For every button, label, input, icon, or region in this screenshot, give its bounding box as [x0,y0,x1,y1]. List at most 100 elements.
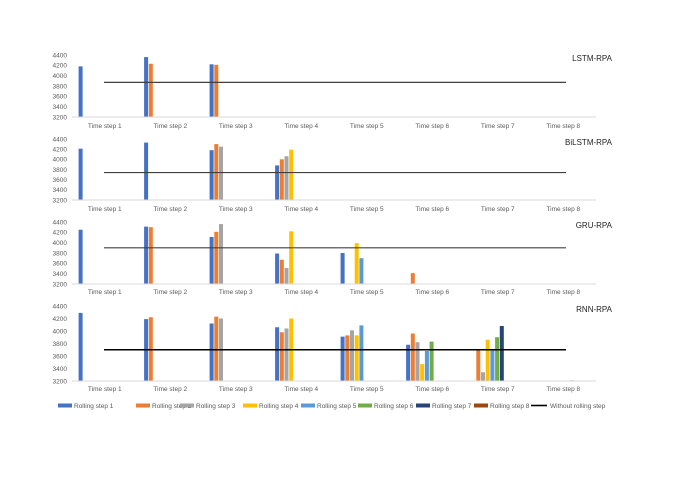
x-tick-label: Time step 7 [481,289,515,296]
bar [406,344,411,381]
y-tick-label: 3600 [53,94,68,101]
x-tick-label: Time step 2 [153,386,187,393]
bar [490,349,495,381]
bar [345,335,350,382]
bar [481,372,485,381]
bar [279,332,284,381]
x-tick-label: Time step 8 [546,386,580,393]
x-tick-label: Time step 4 [284,289,318,296]
legend-swatch [243,403,257,408]
x-tick-label: Time step 4 [284,206,318,213]
x-tick-label: Time step 1 [88,206,122,213]
legend-swatch [358,403,372,408]
bar [429,341,434,382]
bar [359,325,364,382]
y-tick-label: 4400 [53,136,68,143]
y-tick-label: 3800 [53,83,68,90]
bar [279,259,284,284]
x-tick-label: Time step 5 [350,289,384,296]
bar [410,273,415,284]
x-tick-label: Time step 6 [415,386,449,393]
panel-title: BiLSTM-RPA [565,138,613,147]
bar [78,229,83,284]
bar [144,57,149,117]
y-tick-label: 4000 [53,73,68,80]
bar [148,227,153,284]
x-tick-label: Time step 1 [88,123,122,130]
y-tick-label: 4400 [53,219,68,226]
y-tick-label: 3600 [53,177,68,184]
x-tick-label: Time step 8 [546,206,580,213]
y-tick-label: 3400 [53,104,68,111]
x-tick-label: Time step 2 [153,289,187,296]
bar [424,351,429,381]
bar [144,226,149,284]
x-tick-label: Time step 7 [481,386,515,393]
x-tick-label: Time step 7 [481,123,515,130]
bar [476,349,481,381]
legend-swatch [301,403,315,408]
legend-swatch [58,403,72,408]
panel-title: RNN-RPA [576,305,613,314]
x-tick-label: Time step 6 [415,123,449,130]
bar [275,327,280,381]
y-tick-label: 3800 [53,250,68,257]
bar [420,364,425,382]
bar [214,231,219,284]
x-tick-label: Time step 2 [153,206,187,213]
y-tick-label: 3600 [53,353,68,360]
x-tick-label: Time step 3 [219,386,253,393]
bar [415,342,420,381]
bar [78,148,83,200]
y-tick-label: 3400 [53,187,68,194]
y-tick-label: 3200 [53,197,68,204]
y-tick-label: 3200 [53,378,68,385]
y-tick-label: 4400 [53,52,68,59]
legend-swatch [416,403,430,408]
legend-label: Rolling step 4 [259,403,299,410]
y-tick-label: 3800 [53,341,68,348]
bar [214,316,219,382]
x-tick-label: Time step 1 [88,289,122,296]
bar [219,224,223,284]
x-tick-label: Time step 8 [546,123,580,130]
x-tick-label: Time step 4 [284,386,318,393]
x-tick-label: Time step 3 [219,123,253,130]
y-tick-label: 3200 [53,281,68,288]
bar [275,253,280,284]
bar [78,66,83,117]
legend-label: Rolling step 2 [152,403,192,410]
x-tick-label: Time step 4 [284,123,318,130]
legend-label: Rolling step 8 [490,403,530,410]
bar [499,326,504,381]
bar [495,337,500,381]
y-tick-label: 4200 [53,230,68,237]
bar [354,335,359,382]
bar [214,64,219,117]
bar [359,258,364,284]
y-tick-label: 3400 [53,271,68,278]
bar [350,330,354,382]
y-tick-label: 4200 [53,63,68,70]
x-tick-label: Time step 1 [88,386,122,393]
bar [289,231,294,284]
y-tick-label: 3200 [53,114,68,121]
x-tick-label: Time step 7 [481,206,515,213]
bar [340,336,345,382]
bar [284,328,289,381]
y-tick-label: 4000 [53,157,68,164]
bar [209,150,214,200]
legend-swatch [136,403,150,408]
bar [275,165,280,200]
y-tick-label: 4400 [53,303,68,310]
legend-label: Rolling step 7 [432,403,472,410]
legend-label: Rolling step 6 [374,403,414,410]
bar [410,333,415,381]
legend-swatch [180,403,194,408]
bar [209,64,214,117]
y-tick-label: 3800 [53,167,68,174]
y-tick-label: 4200 [53,316,68,323]
y-tick-label: 4200 [53,146,68,153]
